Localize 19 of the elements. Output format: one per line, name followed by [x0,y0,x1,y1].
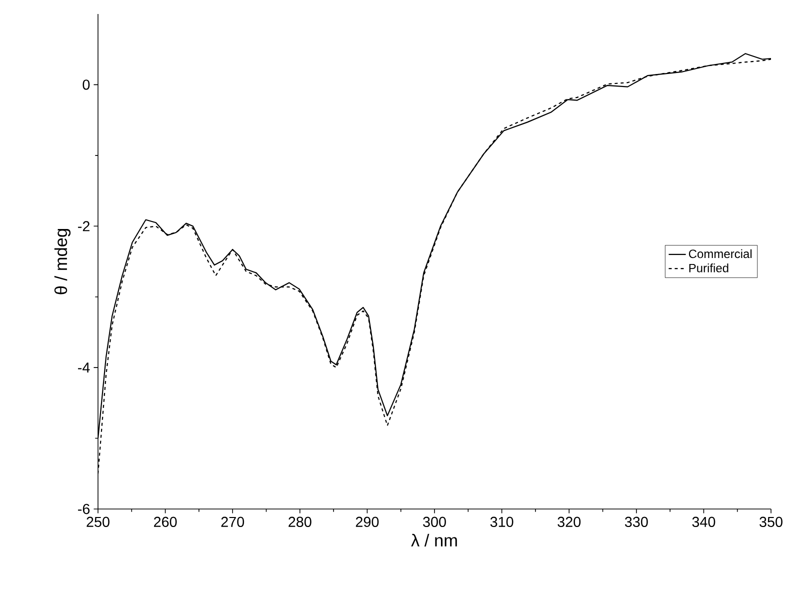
legend-label: Commercial [688,249,752,258]
x-tick-label: 290 [356,516,379,527]
x-tick-label: 330 [624,516,648,527]
y-tick-label: 0 [82,80,90,90]
x-tick-label: 300 [423,516,446,527]
x-tick-label: 250 [86,516,110,527]
x-tick-label: 270 [221,516,244,527]
x-tick-label: 320 [558,516,581,527]
legend-label: Purified [689,264,728,272]
y-tick-label: -6 [78,504,90,514]
y-tick-label: -4 [78,362,90,373]
y-axis-title: θ / mdeg [54,229,71,294]
y-tick-label: -2 [78,221,90,232]
x-axis-title: λ / nm [411,534,457,547]
x-tick-label: 350 [760,516,782,527]
x-tick-label: 310 [490,516,514,527]
x-tick-label: 260 [154,516,177,527]
x-tick-label: 280 [288,516,312,527]
x-tick-label: 340 [692,516,716,527]
